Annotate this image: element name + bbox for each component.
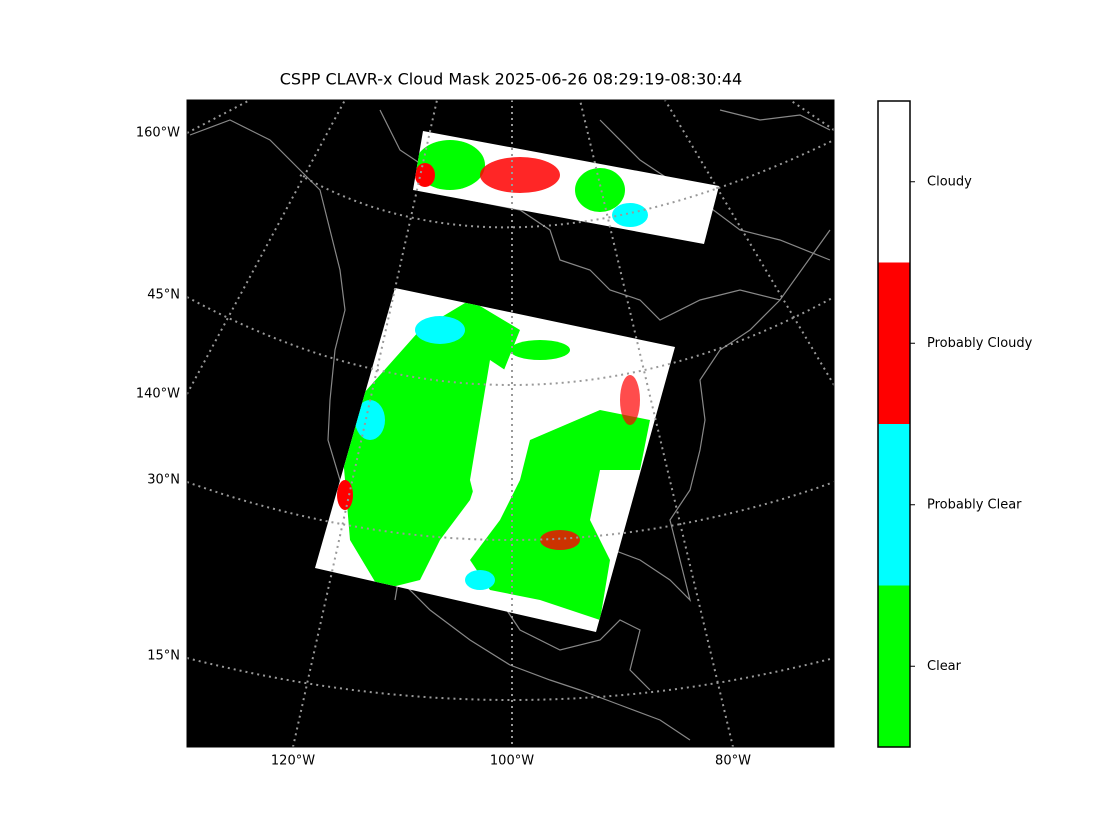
colorbar-segment [878, 424, 910, 586]
bottom-label: 100°W [490, 754, 534, 769]
colorbar-label: Clear [927, 659, 962, 674]
map [187, 100, 834, 747]
graticule [187, 100, 834, 747]
left-label: 30°N [147, 473, 180, 488]
axis-labels: 160°W 45°N 140°W 30°N 15°N 120°W 100°W 80°W [136, 126, 751, 769]
map-frame [186, 99, 835, 748]
colorbar-segment [878, 585, 910, 747]
colorbar-frame [877, 100, 911, 748]
left-label: 160°W [136, 126, 180, 141]
bottom-label: 80°W [715, 754, 751, 769]
colorbar: Clear Probably Clear Probably Cloudy Cloudy [877, 100, 1033, 748]
swath-main [315, 288, 675, 632]
colorbar-segment [878, 101, 910, 263]
swath-north [413, 131, 719, 244]
colorbar-label: Probably Cloudy [927, 336, 1033, 351]
left-label: 140°W [136, 387, 180, 402]
left-label: 15°N [147, 649, 180, 664]
left-label: 45°N [147, 288, 180, 303]
colorbar-segment [878, 262, 910, 424]
title: CSPP CLAVR-x Cloud Mask 2025-06-26 08:29… [280, 70, 742, 89]
colorbar-label: Probably Clear [927, 497, 1022, 512]
colorbar-label: Cloudy [927, 174, 972, 189]
bottom-label: 120°W [271, 754, 315, 769]
